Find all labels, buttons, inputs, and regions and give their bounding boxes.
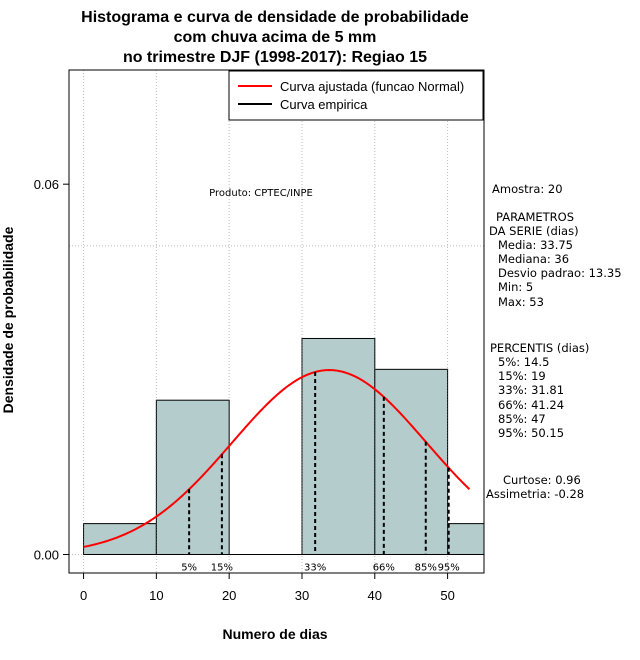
histogram-bar-1 — [155, 399, 230, 555]
percentile-lines: 5% 15% 33% 66% 85% 95% — [181, 371, 460, 573]
stat-max: Max: 53 — [498, 295, 544, 309]
chart-title-line-2: com chuva acima de 5 mm — [174, 29, 377, 46]
y-axis-ticks: 0.00 0.06 — [34, 177, 69, 562]
x-tick-label-0: 0 — [80, 588, 87, 603]
percentile-label-3: 66% — [373, 562, 395, 573]
stat-amostra: Amostra: 20 — [492, 182, 563, 196]
stat-min: Min: 5 — [498, 280, 533, 294]
x-axis-title: Numero de dias — [222, 626, 327, 642]
stat-p5: 5%: 14.5 — [498, 355, 549, 369]
histogram-bars — [83, 337, 485, 555]
stat-param-title-1: PARAMETROS — [496, 210, 574, 224]
product-annotation: Produto: CPTEC/INPE — [209, 188, 313, 199]
legend-box — [228, 70, 484, 121]
y-tick-label-0: 0.00 — [34, 547, 59, 562]
stat-p33: 33%: 31.81 — [498, 383, 564, 397]
histogram-bar-0 — [83, 523, 157, 555]
histogram-bar-4 — [374, 368, 449, 555]
plot-frame — [68, 69, 485, 574]
percentile-label-0: 5% — [181, 562, 197, 573]
legend: Curva ajustada (funcao Normal) Curva emp… — [228, 70, 484, 121]
stat-p95: 95%: 50.15 — [498, 426, 564, 440]
density-curves — [83, 369, 471, 548]
x-tick-label-4: 40 — [368, 588, 382, 603]
statistics-panel: Amostra: 20 PARAMETROS DA SERIE (dias) M… — [486, 182, 622, 501]
percentile-label-2: 33% — [304, 562, 326, 573]
chart-title-line-3: no trimestre DJF (1998-2017): Regiao 15 — [123, 49, 427, 66]
x-tick-label-2: 20 — [222, 588, 236, 603]
stat-curtose: Curtose: 0.96 — [503, 473, 581, 487]
stat-percentis-title: PERCENTIS (dias) — [490, 341, 589, 355]
stat-media: Media: 33.75 — [498, 238, 573, 252]
x-tick-label-3: 30 — [295, 588, 309, 603]
stat-desvio: Desvio padrao: 13.35 — [498, 266, 622, 280]
stat-assimetria: Assimetria: -0.28 — [486, 487, 584, 501]
x-axis-ticks: 0 10 20 30 40 50 — [80, 573, 455, 603]
y-tick-label-1: 0.06 — [34, 177, 59, 192]
legend-label-empirical: Curva empirica — [280, 97, 368, 112]
legend-label-normal: Curva ajustada (funcao Normal) — [280, 79, 464, 94]
x-tick-label-1: 10 — [149, 588, 163, 603]
chart-title-line-1: Histograma e curva de densidade de proba… — [81, 9, 469, 26]
y-axis-title: Densidade de probabilidade — [0, 226, 16, 413]
percentile-label-5: 95% — [438, 562, 460, 573]
stat-mediana: Mediana: 36 — [498, 252, 569, 266]
stat-param-title-2: DA SERIE (dias) — [489, 224, 579, 238]
normal-fit-curve — [83, 369, 471, 548]
stat-p85: 85%: 47 — [498, 412, 546, 426]
percentile-label-1: 15% — [211, 562, 233, 573]
stat-p66: 66%: 41.24 — [498, 398, 564, 412]
stat-p15: 15%: 19 — [498, 369, 546, 383]
percentile-label-4: 85% — [415, 562, 437, 573]
histogram-bar-5 — [447, 523, 485, 555]
x-tick-label-5: 50 — [440, 588, 454, 603]
